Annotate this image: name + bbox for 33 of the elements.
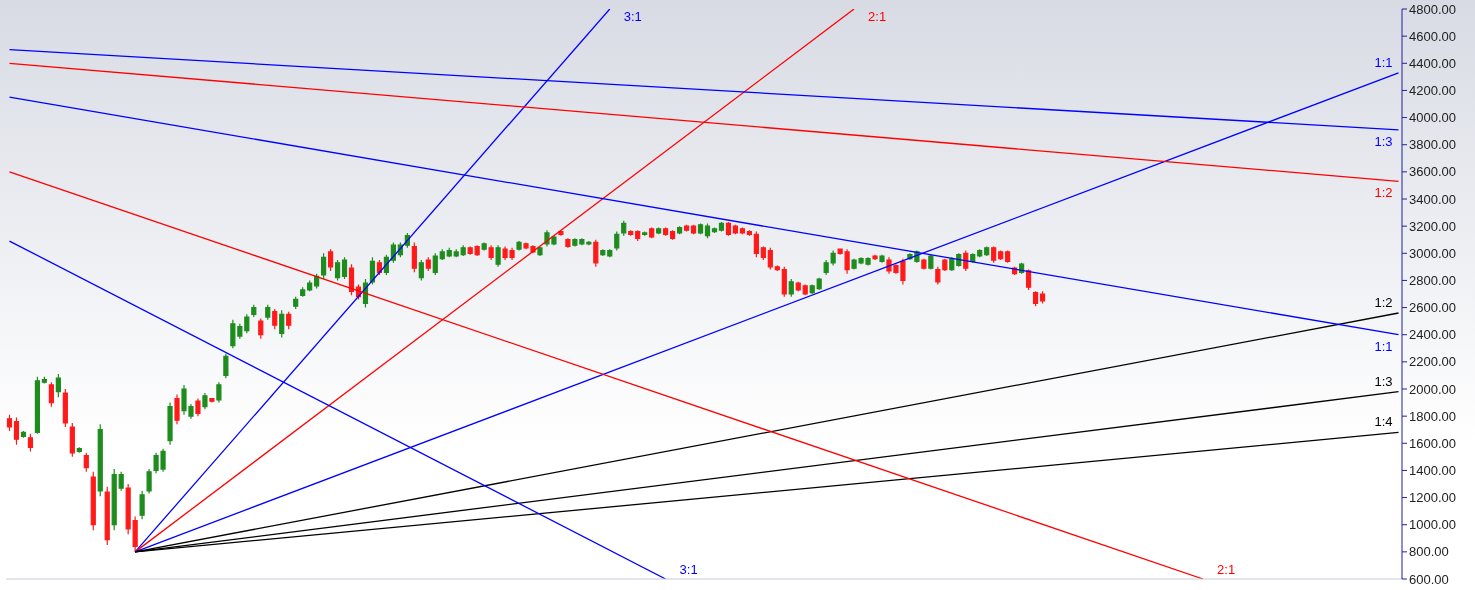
- series-label: 2:1: [1217, 562, 1236, 577]
- series-label: 1:1: [1374, 338, 1393, 354]
- y-tick-label: 1600.00: [1409, 435, 1456, 451]
- y-tick-label: 1000.00: [1409, 517, 1456, 533]
- y-tick-label: 3800.00: [1409, 137, 1456, 153]
- y-tick-label: 3400.00: [1409, 191, 1456, 207]
- series-label: 1:2: [1374, 185, 1393, 201]
- y-tick-label: 3600.00: [1409, 164, 1456, 180]
- y-tick-label: 3000.00: [1409, 245, 1456, 261]
- y-tick-label: 600.00: [1409, 571, 1449, 587]
- series-label: 2:1: [868, 9, 887, 24]
- y-tick-label: 1200.00: [1409, 490, 1456, 506]
- y-tick-label: 800.00: [1409, 544, 1449, 560]
- y-tick-label: 4400.00: [1409, 55, 1456, 71]
- y-tick-label: 3200.00: [1409, 218, 1456, 234]
- y-tick-label: 2000.00: [1409, 381, 1456, 397]
- series-label: 1:3: [1374, 373, 1393, 389]
- y-tick-label: 4200.00: [1409, 83, 1456, 99]
- y-tick-label: 1800.00: [1409, 408, 1456, 424]
- y-tick-label: 4800.00: [1409, 1, 1456, 17]
- y-tick-label: 4600.00: [1409, 28, 1456, 44]
- y-tick-label: 1400.00: [1409, 463, 1456, 479]
- series-label: 3:1: [679, 562, 698, 577]
- series-label: 1:4: [1374, 414, 1393, 430]
- series-label: 1:2: [1374, 295, 1393, 310]
- y-tick-label: 2200.00: [1409, 354, 1456, 370]
- series-label: 1:3: [1374, 133, 1393, 149]
- series-label: 3:1: [623, 9, 642, 24]
- y-tick-label: 2400.00: [1409, 327, 1456, 343]
- series-label: 1:1: [1374, 54, 1393, 70]
- y-tick-label: 2600.00: [1409, 300, 1456, 316]
- y-tick-label: 4000.00: [1409, 110, 1456, 126]
- y-tick-label: 2800.00: [1409, 273, 1456, 289]
